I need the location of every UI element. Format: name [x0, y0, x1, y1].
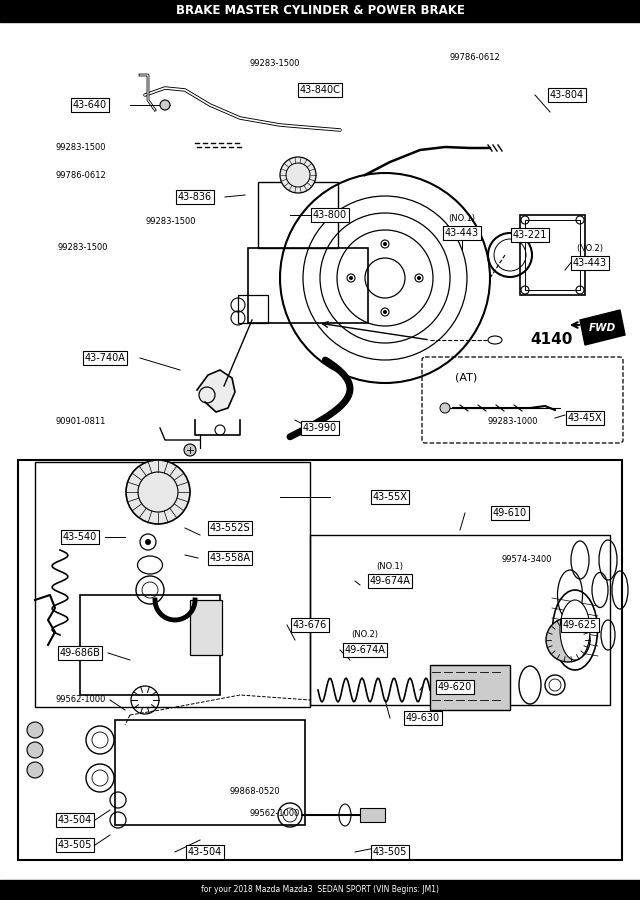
Circle shape — [145, 539, 151, 545]
Text: 43-45X: 43-45X — [568, 413, 602, 423]
Circle shape — [381, 308, 389, 316]
Text: 43-443: 43-443 — [445, 228, 479, 238]
Text: 49-610: 49-610 — [493, 508, 527, 518]
Text: 49-686B: 49-686B — [60, 648, 100, 658]
Bar — [35, 462, 310, 707]
Text: 43-505: 43-505 — [58, 840, 92, 850]
Bar — [18, 460, 622, 860]
Text: (NO.2): (NO.2) — [351, 631, 378, 640]
Text: 99283-1000: 99283-1000 — [488, 418, 538, 427]
Text: 99574-3400: 99574-3400 — [502, 554, 552, 563]
Text: 43-504: 43-504 — [188, 847, 222, 857]
Ellipse shape — [560, 600, 590, 660]
Text: 99562-1000: 99562-1000 — [55, 696, 106, 705]
Text: 43-540: 43-540 — [63, 532, 97, 542]
Circle shape — [347, 274, 355, 282]
Text: 43-55X: 43-55X — [372, 492, 408, 502]
Text: 43-558A: 43-558A — [209, 553, 250, 563]
Text: 43-804: 43-804 — [550, 90, 584, 100]
Text: 99868-0520: 99868-0520 — [230, 788, 280, 796]
Circle shape — [440, 403, 450, 413]
Text: 43-800: 43-800 — [313, 210, 347, 220]
Bar — [80, 595, 220, 695]
Text: for your 2018 Mazda Mazda3  SEDAN SPORT (VIN Begins: JM1): for your 2018 Mazda Mazda3 SEDAN SPORT (… — [201, 886, 439, 895]
Text: 99283-1500: 99283-1500 — [55, 143, 106, 152]
Text: 43-676: 43-676 — [293, 620, 327, 630]
Text: (NO.1): (NO.1) — [376, 562, 403, 571]
Text: 43-840C: 43-840C — [300, 85, 340, 95]
Text: 43-836: 43-836 — [178, 192, 212, 202]
Circle shape — [417, 276, 421, 280]
Circle shape — [383, 310, 387, 314]
Circle shape — [160, 100, 170, 110]
Text: FWD: FWD — [588, 323, 616, 333]
Text: 49-620: 49-620 — [438, 682, 472, 692]
Ellipse shape — [552, 590, 598, 670]
Text: 99786-0612: 99786-0612 — [55, 170, 106, 179]
Bar — [258, 182, 338, 248]
Circle shape — [184, 444, 196, 456]
Bar — [525, 220, 580, 290]
Circle shape — [415, 274, 423, 282]
Text: 43-990: 43-990 — [303, 423, 337, 433]
Text: 49-630: 49-630 — [406, 713, 440, 723]
Text: (NO.1): (NO.1) — [449, 213, 476, 222]
Bar — [360, 808, 385, 822]
FancyBboxPatch shape — [422, 357, 623, 443]
Circle shape — [27, 742, 43, 758]
Text: BRAKE MASTER CYLINDER & POWER BRAKE: BRAKE MASTER CYLINDER & POWER BRAKE — [175, 4, 465, 17]
Circle shape — [349, 276, 353, 280]
Text: 49-674A: 49-674A — [344, 645, 385, 655]
Polygon shape — [580, 310, 625, 345]
Text: 99786-0612: 99786-0612 — [450, 53, 500, 62]
Text: 99283-1500: 99283-1500 — [145, 218, 195, 227]
Text: (NO.2): (NO.2) — [577, 244, 604, 253]
Text: 90901-0811: 90901-0811 — [55, 418, 106, 427]
Text: 99283-1500: 99283-1500 — [58, 244, 109, 253]
Text: 99283-1500: 99283-1500 — [250, 58, 301, 68]
Bar — [115, 720, 305, 825]
Text: 49-674A: 49-674A — [369, 576, 410, 586]
Text: 49-625: 49-625 — [563, 620, 597, 630]
Bar — [310, 535, 610, 705]
Text: 43-640: 43-640 — [73, 100, 107, 110]
Text: 43-552S: 43-552S — [210, 523, 250, 533]
Text: 99562-1000: 99562-1000 — [250, 808, 300, 817]
Text: 43-740A: 43-740A — [84, 353, 125, 363]
Circle shape — [280, 157, 316, 193]
Text: (AT): (AT) — [455, 373, 477, 383]
Polygon shape — [197, 370, 235, 412]
Bar — [248, 248, 368, 323]
Circle shape — [383, 242, 387, 246]
Bar — [190, 600, 222, 655]
Text: 43-505: 43-505 — [373, 847, 407, 857]
Text: 43-443: 43-443 — [573, 258, 607, 268]
Circle shape — [27, 762, 43, 778]
Ellipse shape — [488, 336, 502, 344]
Text: 43-504: 43-504 — [58, 815, 92, 825]
Text: 43-221: 43-221 — [513, 230, 547, 240]
Circle shape — [546, 618, 590, 662]
Circle shape — [126, 460, 190, 524]
Circle shape — [381, 240, 389, 248]
Bar — [520, 215, 585, 295]
Bar — [430, 665, 510, 710]
Text: 4140: 4140 — [530, 332, 572, 347]
Circle shape — [27, 722, 43, 738]
Bar — [238, 295, 268, 323]
